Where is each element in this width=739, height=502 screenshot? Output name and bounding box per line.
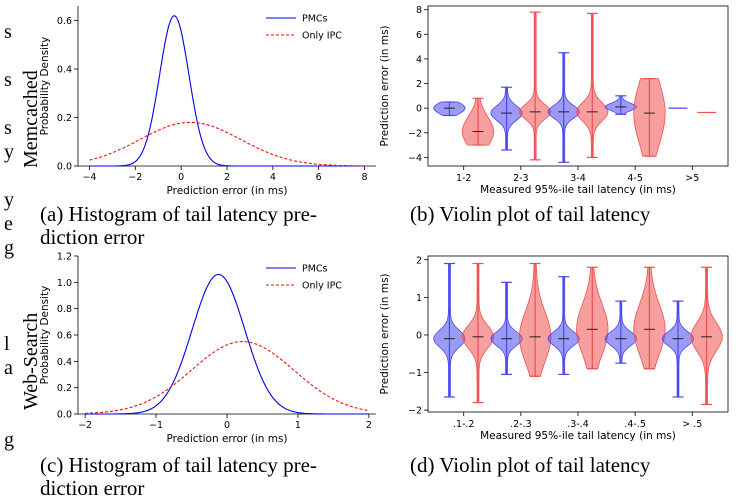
edge-char: g: [4, 237, 14, 259]
series-line-only-ipc: [85, 341, 369, 414]
chart-panel-b: −4 −2 0 2 4 6 8 1-2 2-3 3-4 4-5 >5 Measured 95%-ile …: [379, 5, 729, 196]
edge-text: s s s y y e g l a g: [4, 20, 14, 452]
y-tick-label: 2: [416, 255, 422, 266]
x-tick-label: 2: [366, 420, 372, 431]
caption-a-line2: diction error: [40, 225, 145, 249]
x-tick-label: .2-.3: [510, 419, 532, 430]
y-tick-label: 6: [416, 30, 422, 41]
x-tick-label: −4: [82, 172, 96, 183]
caption-b-line1: (b) Violin plot of tail latency: [410, 202, 651, 226]
y-tick-label: 0: [416, 104, 422, 115]
edge-char: g: [4, 429, 14, 451]
legend-label: PMCs: [302, 264, 328, 275]
x-tick-label: 0: [178, 172, 184, 183]
y-tick-label: 0.8: [57, 304, 72, 315]
x-tick-label: .1-.2: [453, 419, 475, 430]
x-tick-label: >5: [685, 173, 699, 184]
y-tick-label: 0.6: [57, 331, 72, 342]
x-tick-label: 1-2: [456, 173, 472, 184]
x-tick-label: −2: [78, 420, 92, 431]
y-tick-label: 0.0: [57, 162, 72, 173]
caption-b: (b) Violin plot of tail latency: [410, 203, 650, 226]
x-tick-label: 4: [270, 172, 276, 183]
caption-d: (d) Violin plot of tail latency: [410, 454, 650, 477]
y-tick-label: 0.0: [57, 410, 72, 421]
y-tick-label: 0: [416, 330, 422, 341]
x-tick-label: 3-4: [570, 173, 586, 184]
x-axis-label: Prediction error (in ms): [166, 185, 287, 197]
y-tick-label: 1.2: [57, 252, 72, 263]
series-line-pmcs: [85, 273, 369, 415]
caption-d-line1: (d) Violin plot of tail latency: [410, 453, 651, 477]
x-axis-label: Measured 95%-ile tail latency (in ms): [480, 184, 676, 196]
edge-char: s: [4, 21, 12, 43]
y-tick-label: 0.2: [57, 113, 72, 124]
y-axis-label: Probability Density: [39, 286, 51, 385]
legend-label: Only IPC: [302, 281, 342, 292]
caption-c: (c) Histogram of tail latency pre- dicti…: [40, 454, 317, 500]
y-tick-label: −2: [408, 128, 422, 139]
y-axis-label: Prediction error (in ms): [379, 25, 391, 146]
y-tick-label: 4: [416, 54, 422, 65]
chart-panel-d: −2 −1 0 1 2 .1-.2 .2-.3 .3-.4 .4-.5 > .5 Measured …: [379, 255, 729, 442]
y-tick-label: 1: [416, 293, 422, 304]
x-tick-label: −2: [128, 172, 142, 183]
x-tick-label: 6: [316, 172, 322, 183]
series-line-pmcs: [89, 15, 365, 167]
y-tick-label: 0.4: [57, 357, 72, 368]
x-tick-label: .4-.5: [624, 419, 646, 430]
y-tick-label: 0.4: [57, 65, 72, 76]
x-tick-label: > .5: [682, 419, 702, 430]
y-tick-label: −1: [408, 368, 422, 379]
y-axis-label: Probability Density: [39, 37, 51, 136]
x-tick-label: 8: [362, 172, 368, 183]
series-line-only-ipc: [89, 121, 365, 167]
y-tick-label: 0.6: [57, 16, 72, 27]
x-axis-label: Measured 95%-ile tail latency (in ms): [480, 430, 676, 442]
x-axis-label: Prediction error (in ms): [166, 433, 287, 445]
edge-char: s: [4, 69, 12, 91]
chart-panel-c: −2 −1 0 1 2 0.0 0.2 0.4 0.6 0.8 1.0 1.2 Prediction e…: [39, 252, 376, 445]
chart-panel-a: −4 −2 0 2 4 6 8 0.0 0.2 0.4 0.6 Prediction error (i…: [39, 6, 376, 197]
caption-c-line2: diction error: [40, 476, 145, 500]
y-tick-label: 0.2: [57, 383, 72, 394]
y-tick-label: −4: [408, 153, 422, 164]
caption-a: (a) Histogram of tail latency pre- dicti…: [40, 203, 317, 249]
x-tick-label: 4-5: [627, 173, 643, 184]
x-tick-label: −1: [149, 420, 163, 431]
edge-char: l: [4, 333, 10, 355]
x-tick-label: 0: [224, 420, 230, 431]
edge-char: y: [4, 189, 14, 211]
x-tick-label: 2-3: [513, 173, 529, 184]
y-tick-label: 2: [416, 79, 422, 90]
y-tick-label: −2: [408, 406, 422, 417]
caption-a-line1: (a) Histogram of tail latency pre-: [40, 202, 317, 226]
edge-char: e: [4, 213, 13, 235]
edge-char: y: [4, 141, 14, 163]
legend-label: Only IPC: [302, 31, 342, 42]
x-tick-label: .3-.4: [567, 419, 589, 430]
y-tick-label: 8: [416, 5, 422, 16]
x-tick-label: 2: [224, 172, 230, 183]
caption-c-line1: (c) Histogram of tail latency pre-: [40, 453, 317, 477]
legend-label: PMCs: [302, 14, 328, 25]
y-tick-label: 1.0: [57, 278, 72, 289]
y-axis-label: Prediction error (in ms): [379, 273, 391, 394]
x-tick-label: 1: [295, 420, 301, 431]
edge-char: a: [4, 357, 13, 379]
edge-char: s: [4, 117, 12, 139]
